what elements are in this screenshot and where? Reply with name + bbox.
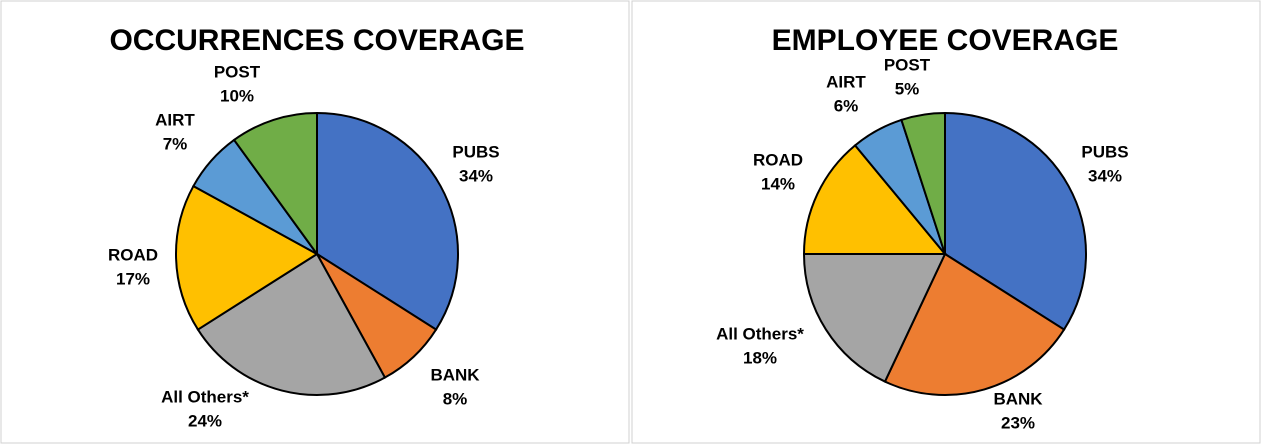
slice-label: BANK <box>993 389 1043 408</box>
slice-label: AIRT <box>155 110 195 129</box>
pie-slice <box>883 252 1066 396</box>
slice-label: ROAD <box>753 150 803 169</box>
slice-value: 17% <box>116 269 150 288</box>
slice-label: BANK <box>430 365 480 384</box>
pie-slice <box>900 111 946 255</box>
pie-slice <box>175 184 319 331</box>
pie-slice <box>196 252 387 396</box>
slice-label: ROAD <box>108 245 158 264</box>
slice-value: 5% <box>895 79 920 98</box>
slice-value: 18% <box>743 348 777 367</box>
slice-value: 8% <box>443 389 468 408</box>
slice-value: 34% <box>459 166 493 185</box>
slice-value: 10% <box>220 86 254 105</box>
chart-title: EMPLOYEE COVERAGE <box>772 24 1119 57</box>
pie-slice <box>802 143 948 255</box>
slice-label: POST <box>884 55 931 74</box>
chart-title: OCCURRENCES COVERAGE <box>109 24 524 57</box>
slice-value: 24% <box>188 411 222 430</box>
slice-label: PUBS <box>1081 142 1128 161</box>
slice-value: 23% <box>1001 413 1035 432</box>
pie-slice <box>232 111 318 258</box>
slice-label: All Others* <box>161 387 249 406</box>
panel-border <box>0 0 630 444</box>
slice-label: POST <box>214 62 261 81</box>
slice-value: 34% <box>1088 166 1122 185</box>
slice-label: All Others* <box>716 324 804 343</box>
slice-label: AIRT <box>826 72 866 91</box>
panel-border <box>631 0 1261 444</box>
pie-slice <box>802 253 947 383</box>
slice-label: PUBS <box>452 142 499 161</box>
slice-value: 14% <box>761 174 795 193</box>
slice-value: 6% <box>834 96 859 115</box>
slice-value: 7% <box>163 134 188 153</box>
